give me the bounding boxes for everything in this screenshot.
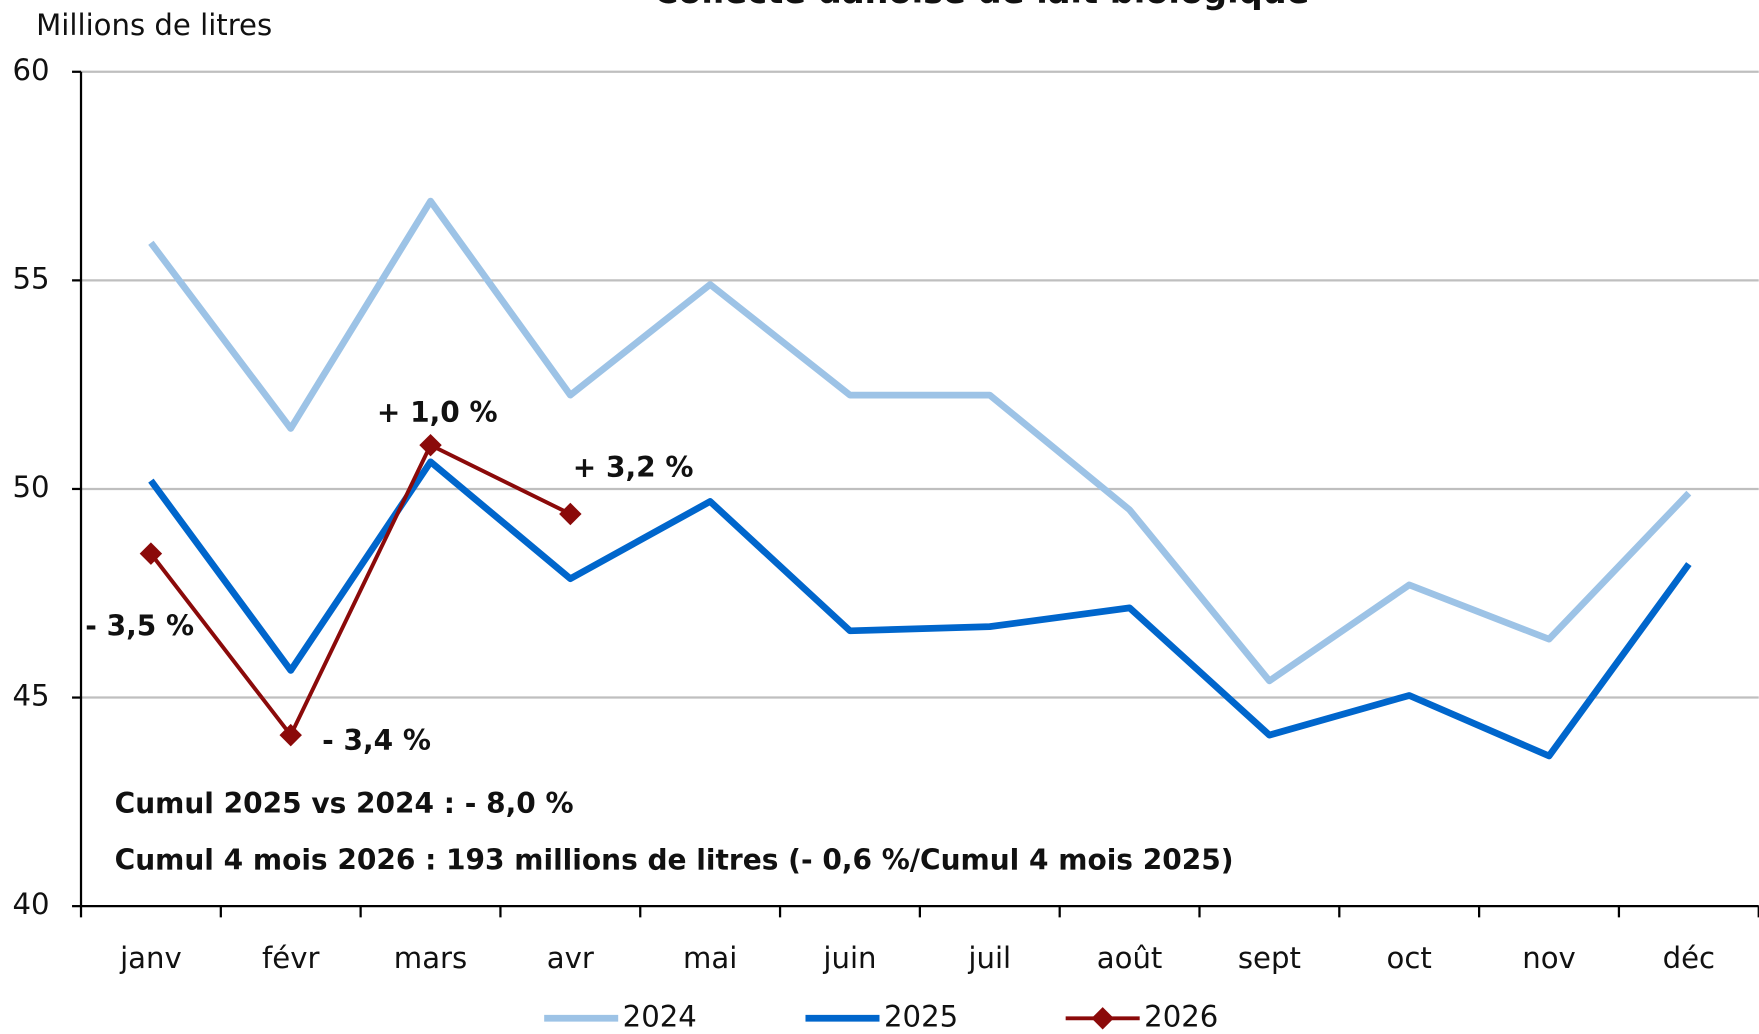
point-annotation: - 3,4 %: [322, 724, 431, 757]
y-tick-label: 60: [13, 53, 50, 87]
marker: [279, 723, 302, 747]
point-annotation: - 3,5 %: [85, 610, 194, 643]
x-tick-label: avr: [547, 941, 594, 975]
marker: [419, 433, 442, 457]
annotation: Cumul 2025 vs 2024 : - 8,0 %: [115, 787, 574, 820]
legend-label: 2025: [884, 999, 958, 1033]
series-line: [148, 458, 1692, 760]
legend-label: 2024: [623, 999, 697, 1033]
x-tick-label: juin: [822, 941, 876, 975]
marker: [139, 542, 163, 565]
chart-title: Collecte danoise de lait biologique: [654, 0, 1310, 11]
legend-label: 2026: [1144, 999, 1218, 1033]
x-tick-label: août: [1097, 941, 1163, 975]
x-tick-label: oct: [1387, 941, 1432, 975]
x-tick-label: janv: [119, 941, 182, 975]
annotation: Cumul 4 mois 2026 : 193 millions de litr…: [115, 843, 1234, 876]
marker: [559, 502, 582, 526]
series-line: [148, 197, 1692, 685]
y-tick-label: 45: [13, 679, 50, 713]
x-tick-label: nov: [1522, 941, 1576, 975]
x-tick-label: déc: [1663, 941, 1715, 975]
y-tick-label: 55: [13, 261, 50, 295]
x-tick-label: févr: [262, 941, 319, 975]
x-tick-label: sept: [1238, 941, 1301, 975]
y-axis-label: Millions de litres: [36, 8, 272, 42]
x-tick-label: mars: [394, 941, 467, 975]
y-tick-label: 40: [13, 887, 50, 921]
x-tick-label: mai: [683, 941, 737, 975]
x-tick-label: juil: [967, 941, 1011, 975]
series-line: [149, 443, 572, 738]
y-tick-label: 50: [13, 470, 50, 504]
point-annotation: + 1,0 %: [377, 396, 498, 429]
legend-marker: [1091, 1007, 1114, 1030]
point-annotation: + 3,2 %: [573, 451, 694, 484]
